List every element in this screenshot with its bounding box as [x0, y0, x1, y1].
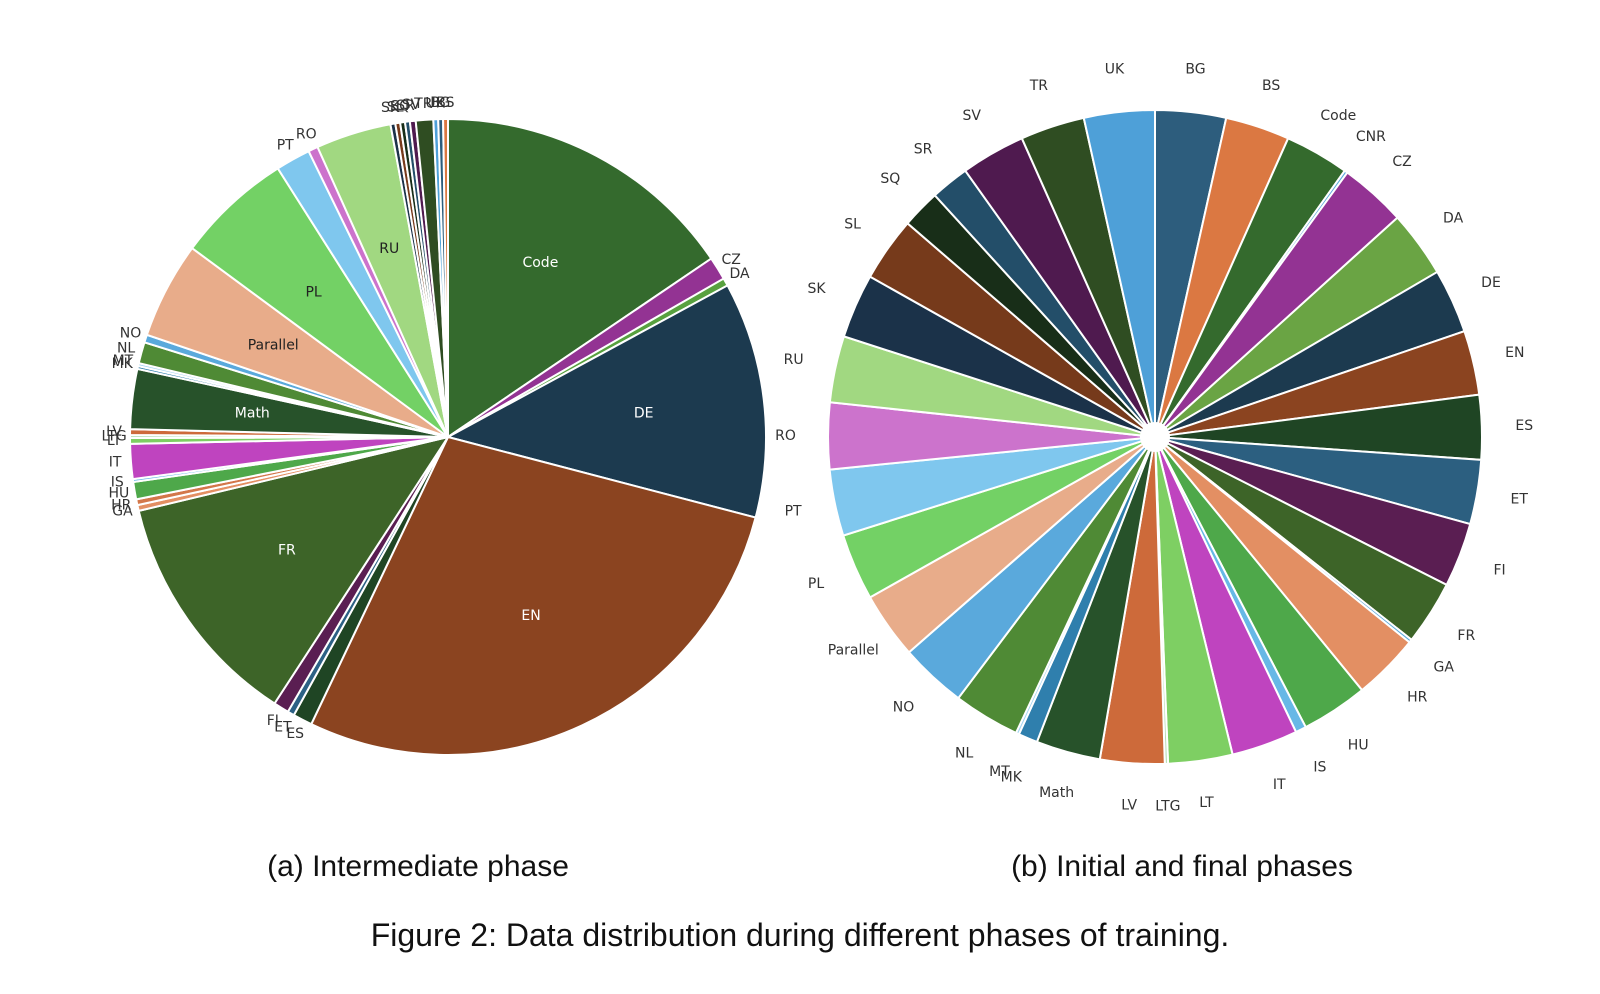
- slice-label-ga: GA: [1433, 660, 1454, 676]
- slice-label-parallel: Parallel: [248, 338, 299, 354]
- slice-label-et: ET: [1510, 491, 1528, 507]
- slice-label-de: DE: [1481, 275, 1501, 291]
- slice-label-en: EN: [1505, 345, 1524, 361]
- slice-label-code: Code: [1320, 108, 1356, 124]
- slice-label-hu: HU: [1348, 738, 1369, 754]
- slice-label-ltg: LTG: [1155, 798, 1180, 814]
- slice-label-uk: UK: [1105, 62, 1125, 78]
- slice-label-is: IS: [1313, 760, 1326, 776]
- slice-label-sl: SL: [844, 217, 861, 233]
- slice-label-ru: RU: [379, 241, 399, 257]
- slice-label-parallel: Parallel: [828, 642, 879, 658]
- slice-label-cz: CZ: [1392, 154, 1411, 170]
- slice-label-pt: PT: [277, 138, 294, 154]
- slice-label-bs: BS: [1262, 78, 1280, 94]
- slice-label-math: Math: [235, 405, 270, 421]
- slice-label-pl: PL: [808, 576, 824, 592]
- slice-label-fi: FI: [1494, 562, 1506, 578]
- slice-label-hr: HR: [1407, 689, 1428, 705]
- subtitle-intermediate: (a) Intermediate phase: [267, 850, 569, 883]
- slice-label-da: DA: [729, 266, 750, 282]
- slice-label-mt: MT: [989, 764, 1010, 780]
- slice-label-is: IS: [111, 475, 124, 491]
- figure-caption: Figure 2: Data distribution during diffe…: [371, 917, 1230, 953]
- slice-label-bg: BG: [1185, 62, 1205, 78]
- slice-label-cnr: CNR: [1356, 129, 1386, 145]
- slice-label-no: NO: [120, 326, 142, 342]
- slice-label-math: Math: [1039, 785, 1074, 801]
- slice-label-code: Code: [522, 255, 558, 271]
- slice-label-it: IT: [1273, 777, 1286, 793]
- slice-label-fr: FR: [1457, 628, 1475, 644]
- slice-label-ro: RO: [296, 127, 317, 143]
- pie-chart-intermediate: Code CZDADEENESETFIFRGAHRHUISITLTLTGLVMat…: [101, 95, 766, 755]
- slice-label-da: DA: [1443, 211, 1464, 227]
- slice-label-pt: PT: [785, 504, 802, 520]
- slice-label-sv: SV: [962, 108, 981, 124]
- subtitle-initial-final: (b) Initial and final phases: [1011, 850, 1353, 883]
- slice-label-tr: TR: [1029, 78, 1049, 94]
- slice-label-sr: SR: [914, 141, 933, 157]
- slice-label-bs: BS: [436, 95, 454, 111]
- slice-label-no: NO: [893, 700, 915, 716]
- slice-label-nl: NL: [117, 340, 135, 356]
- slice-label-de: DE: [634, 405, 654, 421]
- slice-label-lt: LT: [1199, 795, 1214, 811]
- slice-label-es: ES: [1515, 418, 1533, 434]
- slice-label-en: EN: [521, 608, 540, 624]
- slice-label-ro: RO: [775, 428, 796, 444]
- slice-label-fr: FR: [278, 543, 296, 559]
- slice-label-sk: SK: [807, 281, 826, 297]
- slice-label-sq: SQ: [880, 171, 900, 187]
- slice-label-fi: FI: [267, 713, 279, 729]
- slice-label-it: IT: [109, 455, 122, 471]
- slice-label-lv: LV: [106, 424, 122, 440]
- slice-label-pl: PL: [305, 285, 321, 301]
- slice-label-nl: NL: [955, 746, 973, 762]
- slice-label-ru: RU: [784, 352, 804, 368]
- slice-label-lv: LV: [1121, 798, 1137, 814]
